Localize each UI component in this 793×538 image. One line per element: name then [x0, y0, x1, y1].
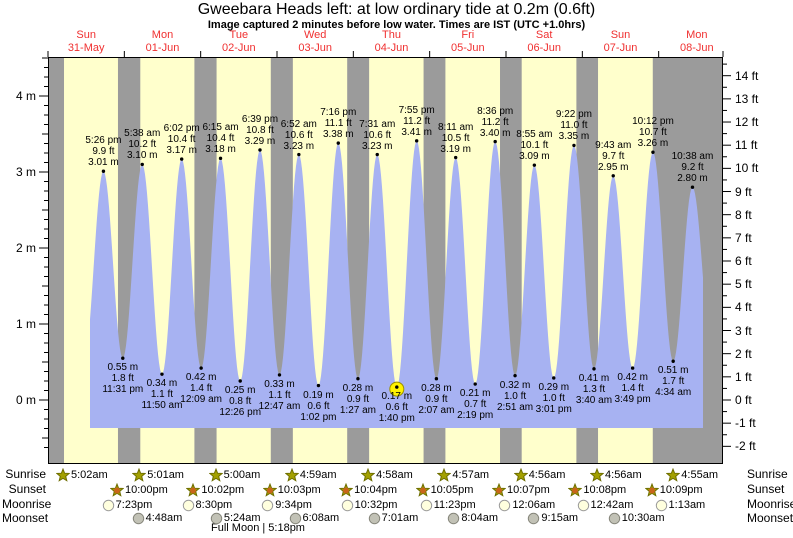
tide-point-dot	[238, 379, 242, 383]
tide-point-dot	[532, 163, 537, 167]
tide-point-dot	[375, 152, 379, 157]
tide-point-dot	[121, 356, 125, 360]
tide-point-dot	[336, 141, 340, 145]
tide-point-dot	[101, 169, 106, 173]
tide-point-dot	[552, 376, 556, 380]
tide-point-dot	[690, 185, 695, 189]
tide-point-dot	[513, 373, 517, 378]
band-night	[48, 57, 65, 464]
tide-point-dot	[414, 139, 419, 143]
current-time-marker	[389, 381, 405, 397]
tide-point-dot	[453, 155, 458, 160]
tide-point-dot	[434, 377, 439, 381]
tide-area	[90, 141, 703, 428]
tide-point-dot	[179, 157, 184, 161]
tide-point-dot	[572, 143, 576, 148]
tide-point-dot	[651, 150, 655, 154]
tide-point-dot	[316, 383, 321, 388]
tide-point-dot	[611, 174, 615, 178]
tide-point-dot	[218, 156, 223, 161]
tide-point-dot	[160, 372, 164, 376]
tide-point-dot	[356, 377, 360, 381]
tide-point-dot	[493, 139, 497, 144]
tide-point-dot	[297, 152, 301, 157]
tide-point-dot	[199, 366, 203, 370]
plot-border	[48, 57, 723, 464]
tide-point-dot	[630, 366, 635, 370]
tide-point-dot	[592, 367, 596, 371]
tide-point-dot	[473, 382, 477, 386]
tide-point-dot	[395, 385, 399, 389]
tide-point-dot	[671, 359, 675, 363]
tide-point-dot	[277, 373, 282, 377]
tide-point-dot	[140, 162, 144, 167]
tide-point-dot	[258, 148, 262, 152]
